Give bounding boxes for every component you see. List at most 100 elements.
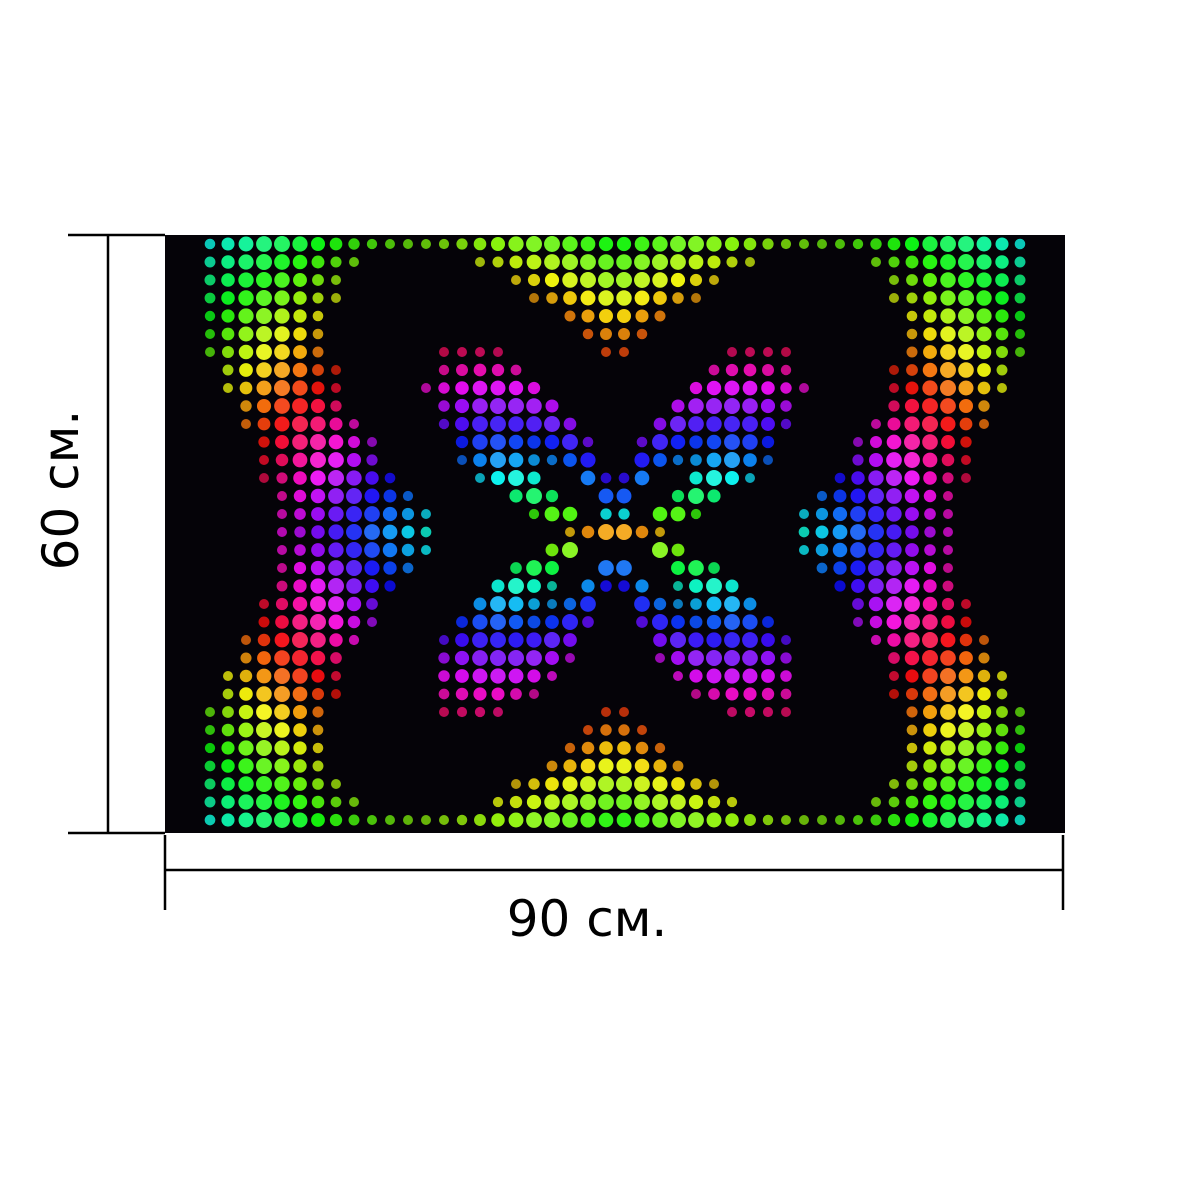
pattern-dot	[204, 274, 216, 286]
pattern-dot	[906, 724, 918, 736]
pattern-dot	[527, 273, 541, 287]
pattern-dot	[508, 812, 524, 828]
pattern-dot	[616, 236, 632, 252]
pattern-dot	[580, 812, 596, 828]
pattern-dot	[473, 237, 487, 251]
pattern-dot	[943, 563, 953, 573]
pattern-dot	[799, 239, 809, 249]
pattern-dot	[1014, 778, 1026, 790]
pattern-dot	[401, 543, 415, 557]
pattern-dot	[940, 290, 956, 306]
pattern-dot	[330, 796, 342, 808]
pattern-dot	[221, 273, 235, 287]
pattern-dot	[724, 668, 740, 684]
pattern-dot	[888, 652, 900, 664]
pattern-dot	[870, 814, 882, 826]
pattern-dot	[221, 255, 235, 269]
pattern-dot	[763, 347, 773, 357]
pattern-dot	[527, 579, 541, 593]
pattern-dot	[256, 398, 272, 414]
pattern-dot	[886, 560, 902, 576]
pattern-dot	[256, 722, 272, 738]
pattern-dot	[329, 237, 343, 251]
pattern-dot	[889, 689, 899, 699]
pattern-dot	[526, 416, 542, 432]
pattern-dot	[742, 632, 758, 648]
pattern-dot	[886, 506, 902, 522]
pattern-dot	[545, 615, 559, 629]
pattern-dot	[600, 472, 612, 484]
pattern-dot	[349, 257, 359, 267]
pattern-dot	[654, 742, 666, 754]
pattern-dot	[526, 812, 542, 828]
pattern-dot	[799, 383, 809, 393]
pattern-dot	[889, 671, 899, 681]
pattern-dot	[563, 291, 577, 305]
pattern-dot	[940, 344, 956, 360]
pattern-dot	[293, 777, 307, 791]
pattern-dot	[508, 416, 524, 432]
pattern-dot	[923, 327, 937, 341]
pattern-dot	[205, 707, 215, 717]
pattern-dot	[959, 417, 973, 431]
pattern-dot	[526, 560, 542, 576]
pattern-dot	[311, 813, 325, 827]
pattern-dot	[762, 814, 774, 826]
pattern-dot	[238, 344, 254, 360]
pattern-dot	[706, 416, 722, 432]
pattern-dot	[472, 668, 488, 684]
pattern-dot	[256, 272, 272, 288]
pattern-dot	[294, 508, 306, 520]
pattern-dot	[238, 776, 254, 792]
pattern-dot	[204, 238, 216, 250]
pattern-dot	[886, 596, 902, 612]
pattern-dot	[943, 527, 953, 537]
pattern-dot	[364, 488, 380, 504]
pattern-dot	[420, 526, 432, 538]
pattern-dot	[221, 759, 235, 773]
pattern-dot	[904, 650, 920, 666]
pattern-dot	[349, 797, 359, 807]
pattern-dot	[869, 615, 883, 629]
pattern-dot	[886, 488, 902, 504]
pattern-dot	[544, 632, 560, 648]
pattern-dot	[545, 561, 559, 575]
pattern-dot	[310, 434, 326, 450]
pattern-dot	[868, 596, 884, 612]
pattern-dot	[743, 597, 757, 611]
pattern-dot	[780, 238, 792, 250]
pattern-dot	[311, 795, 325, 809]
pattern-dot	[886, 434, 902, 450]
pattern-dot	[940, 632, 956, 648]
pattern-dot	[922, 236, 938, 252]
pattern-dot	[924, 526, 936, 538]
pattern-dot	[528, 508, 540, 520]
pattern-dot	[868, 452, 884, 468]
pattern-dot	[598, 254, 614, 270]
pattern-dot	[238, 758, 254, 774]
pattern-dot	[403, 239, 413, 249]
pattern-dot	[275, 615, 289, 629]
pattern-dot	[688, 416, 704, 432]
pattern-dot	[781, 347, 791, 357]
pattern-dot	[348, 634, 360, 646]
pattern-dot	[940, 308, 956, 324]
pattern-dot	[256, 236, 272, 252]
pattern-dot	[490, 236, 506, 252]
pattern-dot	[976, 740, 992, 756]
pattern-dot	[490, 614, 506, 630]
pattern-dot	[853, 617, 863, 627]
pattern-dot	[724, 596, 740, 612]
pattern-dot	[274, 650, 290, 666]
pattern-dot	[1015, 725, 1025, 735]
pattern-dot	[526, 236, 542, 252]
pattern-dot	[474, 706, 486, 718]
pattern-dot	[221, 291, 235, 305]
pattern-dot	[508, 380, 524, 396]
pattern-dot	[923, 471, 937, 485]
pattern-dot	[815, 543, 829, 557]
pattern-dot	[331, 365, 341, 375]
pattern-dot	[852, 454, 864, 466]
pattern-dot	[870, 238, 882, 250]
pattern-dot	[274, 776, 290, 792]
